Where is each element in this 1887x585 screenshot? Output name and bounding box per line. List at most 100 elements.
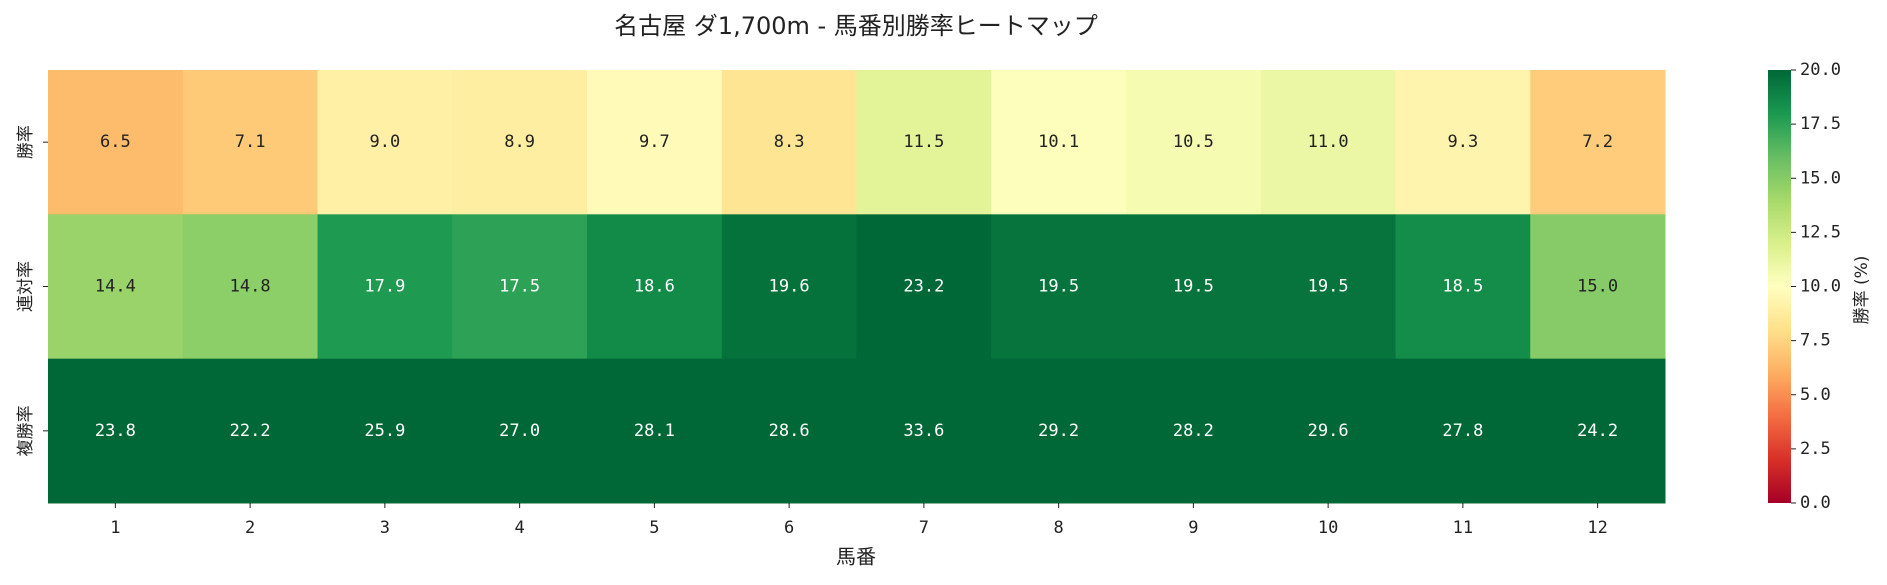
x-tick-label: 1: [110, 518, 120, 538]
x-tick-label: 5: [649, 518, 659, 538]
colorbar-tick-label: 12.5: [1800, 222, 1841, 242]
cell-label: 14.4: [95, 277, 136, 297]
y-tick-label: 連対率: [16, 261, 36, 312]
cell-label: 17.9: [364, 277, 405, 297]
cell-label: 9.0: [370, 132, 401, 152]
heatmap-cell: [452, 358, 588, 504]
heatmap-cell: [182, 358, 318, 504]
cell-label: 15.0: [1577, 277, 1618, 297]
heatmap-cell: [1395, 214, 1531, 360]
heatmap-cell: [991, 214, 1127, 360]
heatmap-cell: [1395, 358, 1531, 504]
cell-label: 11.0: [1308, 132, 1349, 152]
heatmap-cell: [317, 358, 453, 504]
heatmap-cell: [48, 214, 184, 360]
heatmap-cell: [317, 70, 453, 215]
heatmap-cell: [1260, 214, 1396, 360]
cell-label: 19.5: [1308, 277, 1349, 297]
cell-label: 14.8: [230, 277, 271, 297]
heatmap-cell: [48, 358, 184, 504]
heatmap-cell: [587, 214, 723, 360]
heatmap-cell: [48, 70, 184, 215]
heatmap-cell: [721, 70, 857, 215]
colorbar-tick-label: 7.5: [1800, 331, 1831, 351]
heatmap-cell: [991, 358, 1127, 504]
heatmap-cell: [1530, 358, 1666, 504]
heatmap-cell: [182, 70, 318, 215]
x-tick-label: 4: [515, 518, 525, 538]
cell-label: 9.7: [639, 132, 670, 152]
x-tick-label: 9: [1188, 518, 1198, 538]
x-tick-label: 10: [1318, 518, 1338, 538]
colorbar-tick-label: 10.0: [1800, 277, 1841, 297]
colorbar-label: 勝率 (%): [1852, 256, 1872, 325]
cell-label: 10.1: [1038, 132, 1079, 152]
heatmap-cell: [452, 214, 588, 360]
cell-label: 19.5: [1173, 277, 1214, 297]
colorbar: [1768, 70, 1791, 503]
cell-label: 29.6: [1308, 421, 1349, 441]
cell-label: 7.1: [235, 132, 266, 152]
cell-label: 8.3: [774, 132, 805, 152]
heatmap-cell: [1530, 214, 1666, 360]
heatmap-cell: [1126, 358, 1262, 504]
cell-label: 11.5: [903, 132, 944, 152]
cell-label: 23.2: [903, 277, 944, 297]
cell-label: 8.9: [504, 132, 535, 152]
heatmap-cell: [856, 214, 992, 360]
heatmap-cell: [182, 214, 318, 360]
heatmap-cell: [1530, 70, 1666, 215]
colorbar-tick-label: 5.0: [1800, 385, 1831, 405]
x-tick-label: 12: [1587, 518, 1607, 538]
cell-label: 24.2: [1577, 421, 1618, 441]
x-tick-label: 2: [245, 518, 255, 538]
cell-label: 22.2: [230, 421, 271, 441]
cell-label: 6.5: [100, 132, 131, 152]
heatmap-cell: [1126, 214, 1262, 360]
y-tick-label: 勝率: [16, 125, 36, 159]
cell-label: 17.5: [499, 277, 540, 297]
cell-label: 19.6: [769, 277, 810, 297]
cell-label: 19.5: [1038, 277, 1079, 297]
heatmap-cell: [1395, 70, 1531, 215]
heatmap-cell: [856, 70, 992, 215]
colorbar-tick-label: 17.5: [1800, 114, 1841, 134]
x-tick-label: 11: [1453, 518, 1473, 538]
x-tick-label: 3: [380, 518, 390, 538]
heatmap-cell: [587, 70, 723, 215]
heatmap-cell: [1260, 70, 1396, 215]
x-tick-label: 8: [1054, 518, 1064, 538]
heatmap-cell: [856, 358, 992, 504]
cell-label: 27.0: [499, 421, 540, 441]
cell-label: 28.1: [634, 421, 675, 441]
heatmap-cell: [1126, 70, 1262, 215]
heatmap-cell: [991, 70, 1127, 215]
y-tick-label: 複勝率: [16, 405, 36, 456]
heatmap-cell: [317, 214, 453, 360]
cell-label: 29.2: [1038, 421, 1079, 441]
cell-label: 18.5: [1442, 277, 1483, 297]
heatmap-cell: [587, 358, 723, 504]
colorbar-tick-label: 0.0: [1800, 493, 1831, 513]
x-axis-label: 馬番: [836, 545, 876, 569]
cell-label: 10.5: [1173, 132, 1214, 152]
cell-label: 27.8: [1442, 421, 1483, 441]
heatmap-cell: [721, 358, 857, 504]
cell-label: 9.3: [1448, 132, 1479, 152]
heatmap-cell: [1260, 358, 1396, 504]
chart-title: 名古屋 ダ1,700m - 馬番別勝率ヒートマップ: [614, 12, 1098, 40]
x-tick-label: 6: [784, 518, 794, 538]
colorbar-tick-label: 15.0: [1800, 168, 1841, 188]
x-tick-label: 7: [919, 518, 929, 538]
cell-label: 28.6: [769, 421, 810, 441]
cell-label: 28.2: [1173, 421, 1214, 441]
cell-label: 7.2: [1582, 132, 1613, 152]
heatmap-cell: [452, 70, 588, 215]
colorbar-tick-label: 20.0: [1800, 60, 1841, 80]
cell-label: 23.8: [95, 421, 136, 441]
heatmap-cell: [721, 214, 857, 360]
cell-label: 25.9: [364, 421, 405, 441]
colorbar-tick-label: 2.5: [1800, 439, 1831, 459]
cell-label: 33.6: [903, 421, 944, 441]
